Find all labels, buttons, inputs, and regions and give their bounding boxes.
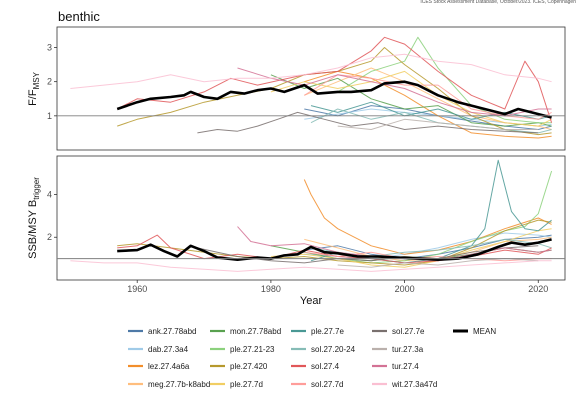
legend-label: meg.27.7b-k8abd (148, 380, 210, 389)
legend-label: ple.27.21-23 (230, 345, 275, 354)
f-y-axis-label: F/FMSY (27, 71, 41, 106)
f-y-tick-label: 3 (47, 43, 52, 53)
x-tick-label: 1960 (127, 284, 147, 294)
x-axis: 1960 1980 2000 2020 (127, 280, 548, 294)
legend-label: ple.27.7e (311, 327, 344, 336)
x-tick-label: 2020 (528, 284, 548, 294)
legend-label: sol.27.7d (311, 380, 343, 389)
legend-label: ple.27.420 (230, 362, 268, 371)
f-y-axis: 1 2 3 (47, 43, 57, 121)
x-axis-label: Year (300, 295, 323, 307)
ssb-y-axis-label: SSB/MSY Btrigger (27, 177, 41, 259)
legend-label: ank.27.78abd (148, 327, 197, 336)
legend-label: dab.27.3a4 (148, 345, 189, 354)
source-note: ICES Stock Assessment Database, October/… (420, 0, 576, 5)
f-y-axis-label-main: F/F (27, 89, 39, 106)
ssb-y-axis-label-main: SSB/MSY B (27, 200, 39, 259)
ssb-panel (57, 160, 565, 271)
f-y-tick-label: 2 (47, 77, 52, 87)
ssb-y-axis: 24 (47, 189, 57, 242)
ssb-y-tick-label: 4 (47, 189, 52, 199)
f-y-axis-label-sub: MSY (32, 71, 41, 89)
ssb-y-tick-label: 2 (47, 232, 52, 242)
legend-label: sol.27.7e (392, 327, 425, 336)
legend-label: lez.27.4a6a (148, 362, 190, 371)
legend-label: sol.27.4 (311, 362, 340, 371)
legend-label: wit.27.3a47d (391, 380, 437, 389)
legend-label: mon.27.78abd (230, 327, 281, 336)
legend-label: tur.27.3a (392, 345, 424, 354)
legend-label: MEAN (473, 327, 496, 336)
x-tick-label: 2000 (395, 284, 415, 294)
ssb-panel-frame (57, 156, 565, 280)
legend: ank.27.78abd mon.27.78abd ple.27.7e sol.27.… (128, 327, 496, 389)
legend-label: tur.27.4 (392, 362, 419, 371)
f-y-tick-label: 1 (47, 111, 52, 121)
chart-title: benthic (58, 9, 100, 24)
legend-label: ple.27.7d (230, 380, 263, 389)
f-panel (57, 37, 565, 138)
legend-label: sol.27.20-24 (311, 345, 356, 354)
ssb-series-sol-27-7e (197, 246, 538, 263)
ssb-y-axis-label-sub: trigger (32, 177, 41, 200)
x-tick-label: 1980 (261, 284, 281, 294)
